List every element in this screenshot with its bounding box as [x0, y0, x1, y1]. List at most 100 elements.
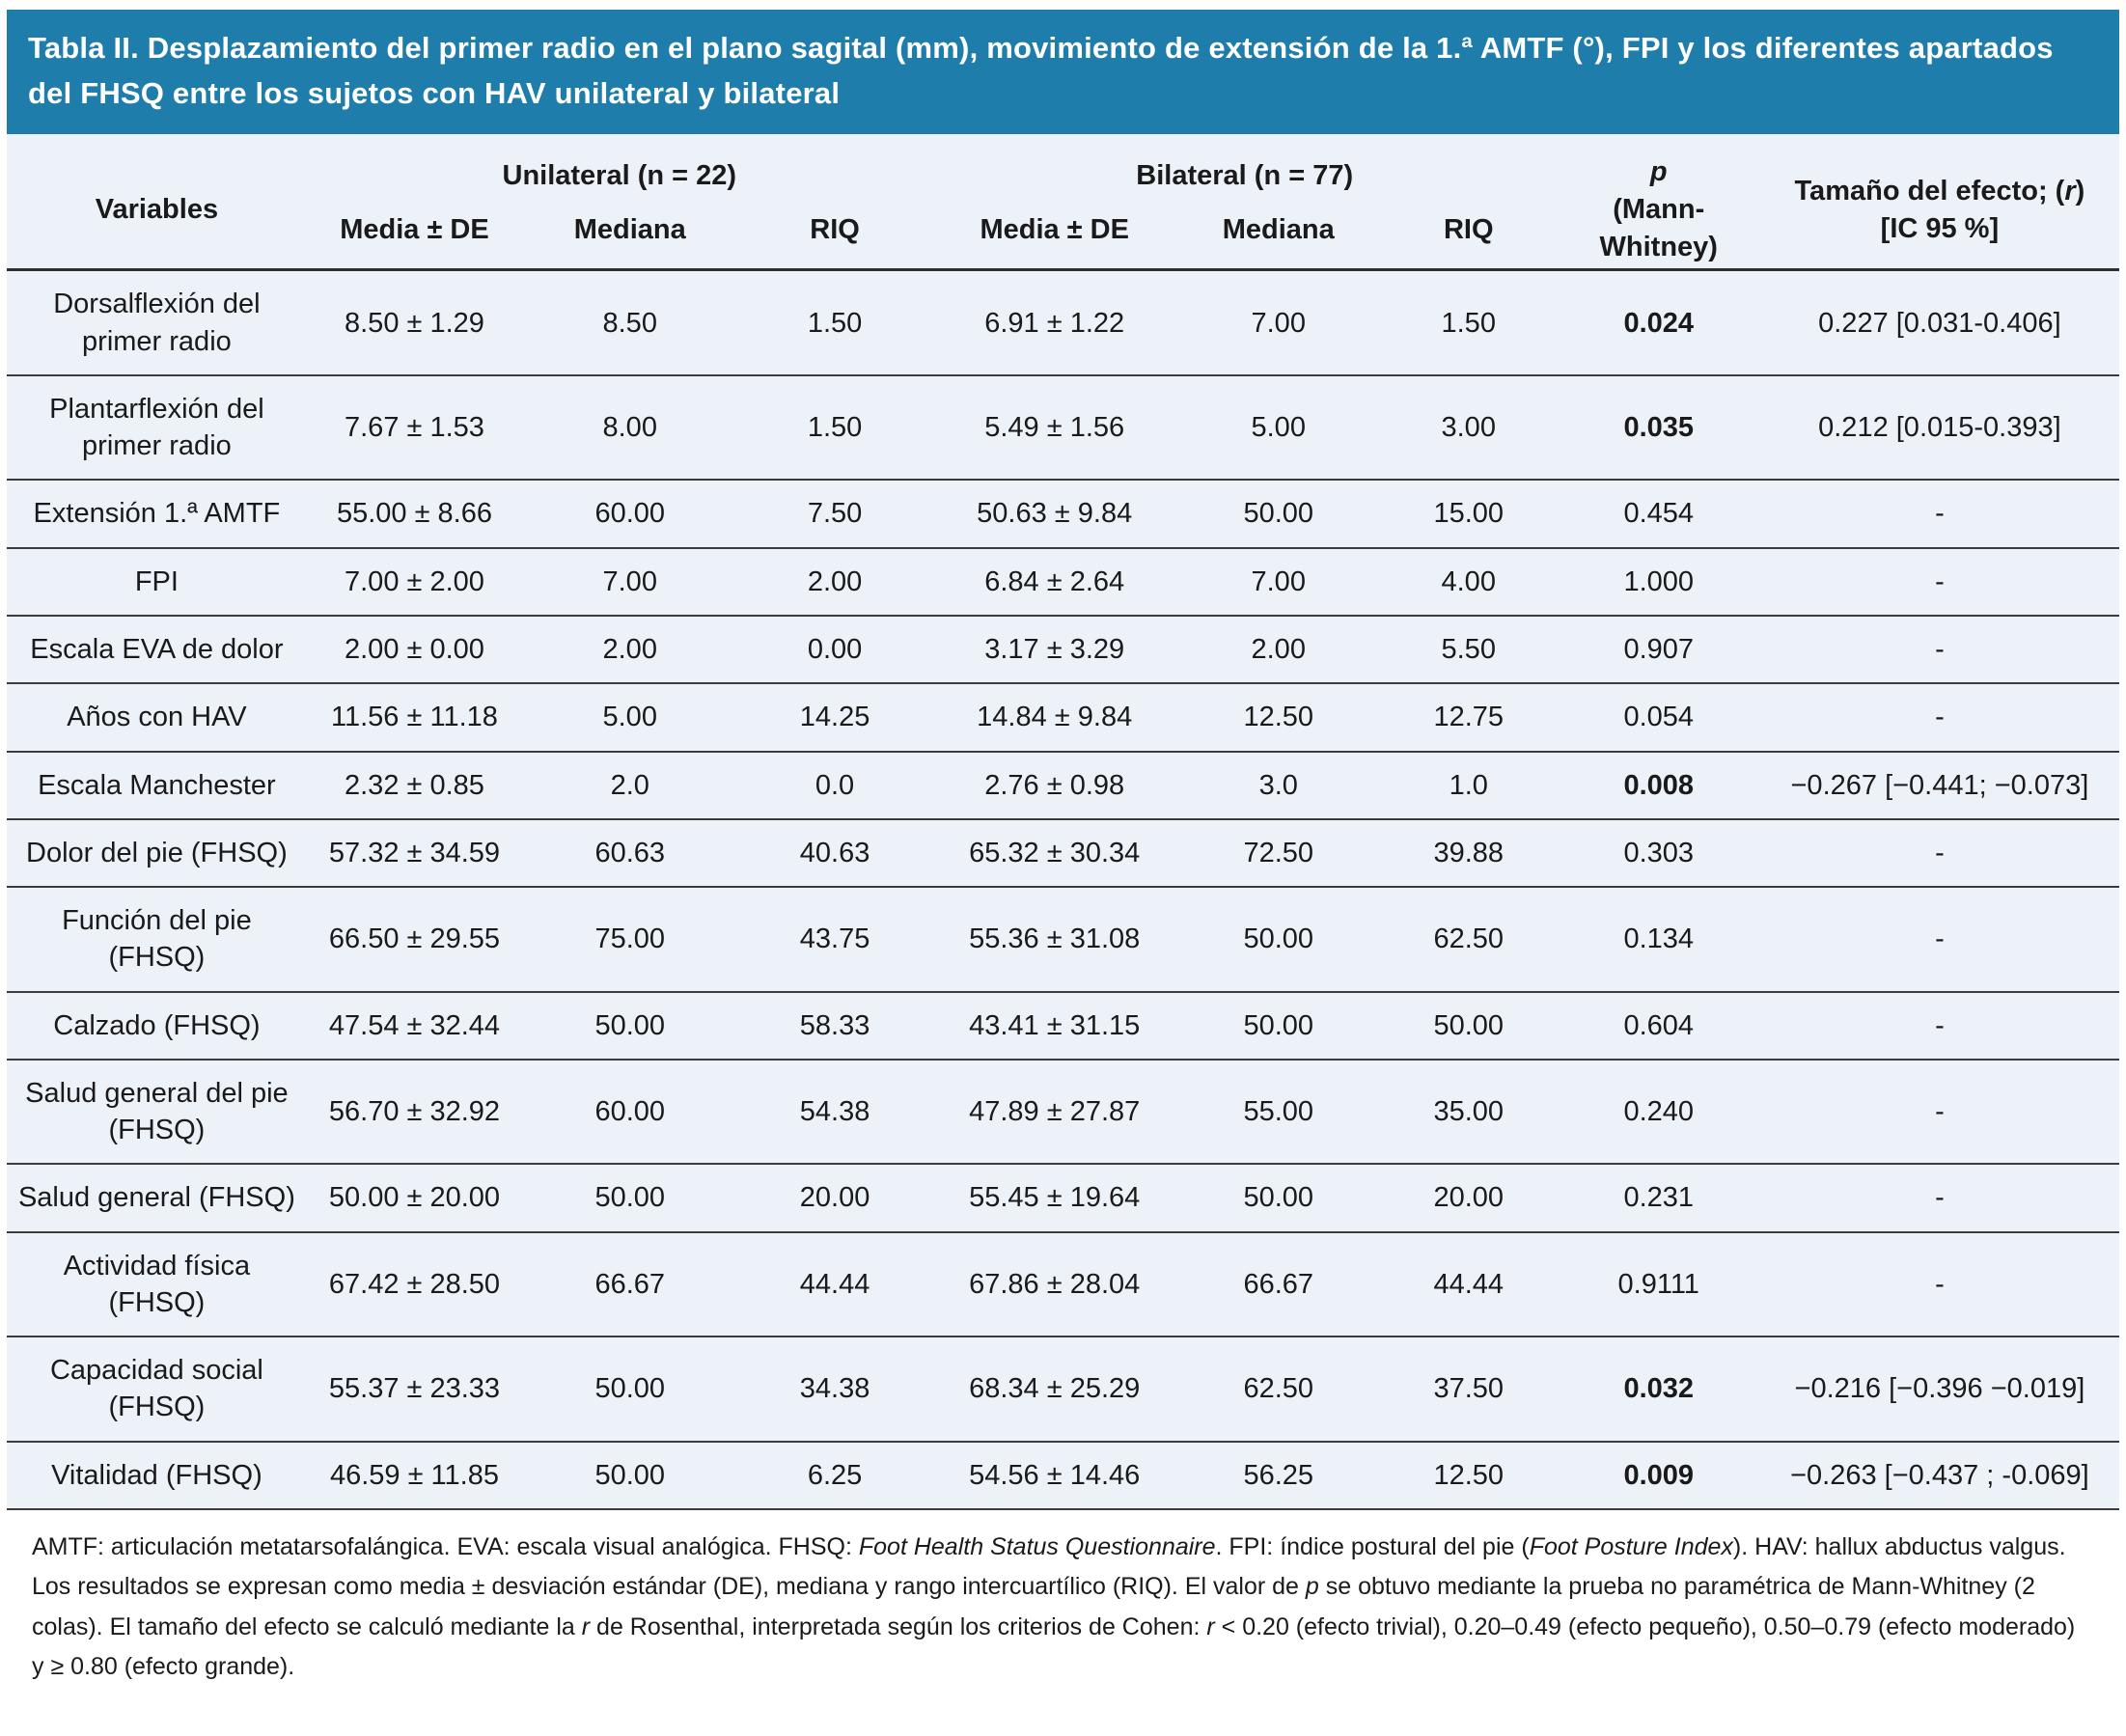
table-row: Actividad física (FHSQ) 67.42 ± 28.50 66.6…	[7, 1231, 2119, 1338]
cell-uni-riq: 0.00	[737, 616, 932, 685]
table-row: Dolor del pie (FHSQ) 57.32 ± 34.59 60.63 40…	[7, 818, 2119, 889]
cell-bi-mediana: 50.00	[1176, 887, 1380, 993]
cell-effect-size: -	[1759, 887, 2119, 993]
cell-p-value: 0.054	[1557, 683, 1760, 753]
cell-uni-media-de: 7.00 ± 2.00	[306, 547, 523, 618]
cell-bi-media-de: 50.63 ± 9.84	[931, 480, 1177, 549]
plain-text: Los resultados se expresan como media ± …	[32, 1573, 1306, 1601]
table-row: Años con HAV 11.56 ± 11.18 5.00 14.25 14.84 …	[7, 683, 2119, 753]
cell-p-value: 0.024	[1557, 269, 1760, 376]
italic-text: Foot Health Status Questionnaire	[858, 1533, 1216, 1560]
cell-bi-riq: 4.00	[1379, 547, 1558, 618]
cell-uni-riq: 34.38	[737, 1336, 932, 1443]
table-row: Escala EVA de dolor 2.00 ± 0.00 2.00 0.00 3.…	[7, 616, 2119, 685]
cell-uni-riq: 58.33	[737, 991, 932, 1061]
cell-uni-media-de: 8.50 ± 1.29	[306, 269, 523, 376]
cell-uni-riq: 1.50	[737, 269, 932, 376]
cell-bi-riq: 44.44	[1379, 1231, 1558, 1338]
cell-bi-media-de: 67.86 ± 28.04	[931, 1231, 1177, 1338]
cell-variable: Actividad física (FHSQ)	[7, 1231, 307, 1338]
cell-bi-media-de: 54.56 ± 14.46	[931, 1441, 1177, 1511]
cell-variable: Escala Manchester	[7, 751, 307, 820]
cell-uni-riq: 40.63	[737, 818, 932, 889]
cell-bi-mediana: 2.00	[1176, 616, 1380, 685]
col-header-p-mann-whitney: p (Mann- Whitney)	[1557, 134, 1760, 272]
col-header-bi-riq: RIQ	[1379, 201, 1558, 272]
cell-bi-mediana: 62.50	[1176, 1336, 1380, 1443]
cell-p-value: 0.454	[1557, 480, 1760, 549]
cell-uni-mediana: 50.00	[522, 1441, 738, 1511]
cell-uni-mediana: 50.00	[522, 991, 738, 1061]
cell-uni-media-de: 2.00 ± 0.00	[306, 616, 523, 685]
table-title: Tabla II. Desplazamiento del primer radi…	[28, 31, 2054, 110]
cell-p-value: 0.035	[1557, 374, 1760, 482]
cell-bi-media-de: 43.41 ± 31.15	[931, 991, 1177, 1061]
cell-uni-media-de: 56.70 ± 32.92	[306, 1059, 523, 1166]
cell-uni-media-de: 7.67 ± 1.53	[306, 374, 523, 482]
cell-bi-mediana: 66.67	[1176, 1231, 1380, 1338]
cell-bi-riq: 39.88	[1379, 818, 1558, 889]
group-header-bilateral: Bilateral (n = 77)	[1136, 160, 1354, 192]
col-header-bi-media-de: Media ± DE	[931, 201, 1177, 272]
table-body: Dorsalflexión del primer radio 8.50 ± 1.2…	[7, 269, 2119, 1511]
col-header-bi-mediana: Mediana	[1176, 201, 1380, 272]
table-row: Dorsalflexión del primer radio 8.50 ± 1.2…	[7, 269, 2119, 376]
table-row: Extensión 1.ª AMTF 55.00 ± 8.66 60.00 7.50 5…	[7, 480, 2119, 549]
cell-uni-mediana: 66.67	[522, 1231, 738, 1338]
cell-bi-mediana: 5.00	[1176, 374, 1380, 482]
cell-bi-media-de: 47.89 ± 27.87	[931, 1059, 1177, 1166]
cell-bi-mediana: 7.00	[1176, 269, 1380, 376]
cell-bi-media-de: 5.49 ± 1.56	[931, 374, 1177, 482]
italic-text: Foot Posture Index	[1529, 1533, 1733, 1560]
plain-text: Tamaño del efecto; (	[1794, 175, 2065, 207]
cell-bi-riq: 50.00	[1379, 991, 1558, 1061]
italic-text: r	[2064, 175, 2076, 207]
cell-effect-size: -	[1759, 547, 2119, 618]
cell-bi-riq: 15.00	[1379, 480, 1558, 549]
data-table: Variables Unilateral (n = 22) Bilateral …	[7, 134, 2119, 1511]
cell-bi-mediana: 50.00	[1176, 991, 1380, 1061]
cell-effect-size: -	[1759, 991, 2119, 1061]
cell-p-value: 0.231	[1557, 1164, 1760, 1233]
cell-variable: Escala EVA de dolor	[7, 616, 307, 685]
cell-variable: Salud general (FHSQ)	[7, 1164, 307, 1233]
cell-uni-mediana: 75.00	[522, 887, 738, 993]
table-row: Capacidad social (FHSQ) 55.37 ± 23.33 50.0…	[7, 1336, 2119, 1443]
cell-bi-media-de: 55.36 ± 31.08	[931, 887, 1177, 993]
col-header-uni-media-de: Media ± DE	[306, 201, 523, 272]
table-row: Función del pie (FHSQ) 66.50 ± 29.55 75.00…	[7, 887, 2119, 993]
cell-uni-riq: 44.44	[737, 1231, 932, 1338]
header-row-groups: Variables Unilateral (n = 22) Bilateral …	[7, 134, 2119, 272]
cell-uni-media-de: 55.00 ± 8.66	[306, 480, 523, 549]
cell-variable: Capacidad social (FHSQ)	[7, 1336, 307, 1443]
cell-variable: Función del pie (FHSQ)	[7, 887, 307, 993]
plain-text: (Mann- Whitney)	[1599, 194, 1718, 263]
cell-p-value: 0.9111	[1557, 1231, 1760, 1338]
col-header-uni-mediana: Mediana	[522, 201, 738, 272]
cell-bi-mediana: 3.0	[1176, 751, 1380, 820]
cell-uni-mediana: 50.00	[522, 1164, 738, 1233]
cell-bi-media-de: 55.45 ± 19.64	[931, 1164, 1177, 1233]
cell-bi-riq: 3.00	[1379, 374, 1558, 482]
cell-bi-riq: 20.00	[1379, 1164, 1558, 1233]
cell-effect-size: 0.212 [0.015-0.393]	[1759, 374, 2119, 482]
cell-bi-media-de: 65.32 ± 30.34	[931, 818, 1177, 889]
cell-bi-media-de: 3.17 ± 3.29	[931, 616, 1177, 685]
cell-bi-mediana: 12.50	[1176, 683, 1380, 753]
group-header-unilateral: Unilateral (n = 22)	[502, 160, 737, 192]
table-row: Calzado (FHSQ) 47.54 ± 32.44 50.00 58.33 43.…	[7, 991, 2119, 1061]
cell-uni-riq: 14.25	[737, 683, 932, 753]
cell-bi-riq: 5.50	[1379, 616, 1558, 685]
col-header-uni-riq: RIQ	[737, 201, 932, 272]
cell-uni-riq: 2.00	[737, 547, 932, 618]
cell-variable: Vitalidad (FHSQ)	[7, 1441, 307, 1511]
cell-p-value: 0.009	[1557, 1441, 1760, 1511]
col-header-variables: Variables	[7, 134, 307, 272]
cell-variable: Plantarflexión del primer radio	[7, 374, 307, 482]
cell-uni-media-de: 47.54 ± 32.44	[306, 991, 523, 1061]
cell-bi-riq: 35.00	[1379, 1059, 1558, 1166]
cell-uni-mediana: 50.00	[522, 1336, 738, 1443]
plain-text: de Rosenthal, interpretada según los cri…	[590, 1612, 1207, 1640]
footnote-methods: Los resultados se expresan como media ± …	[32, 1567, 2086, 1687]
